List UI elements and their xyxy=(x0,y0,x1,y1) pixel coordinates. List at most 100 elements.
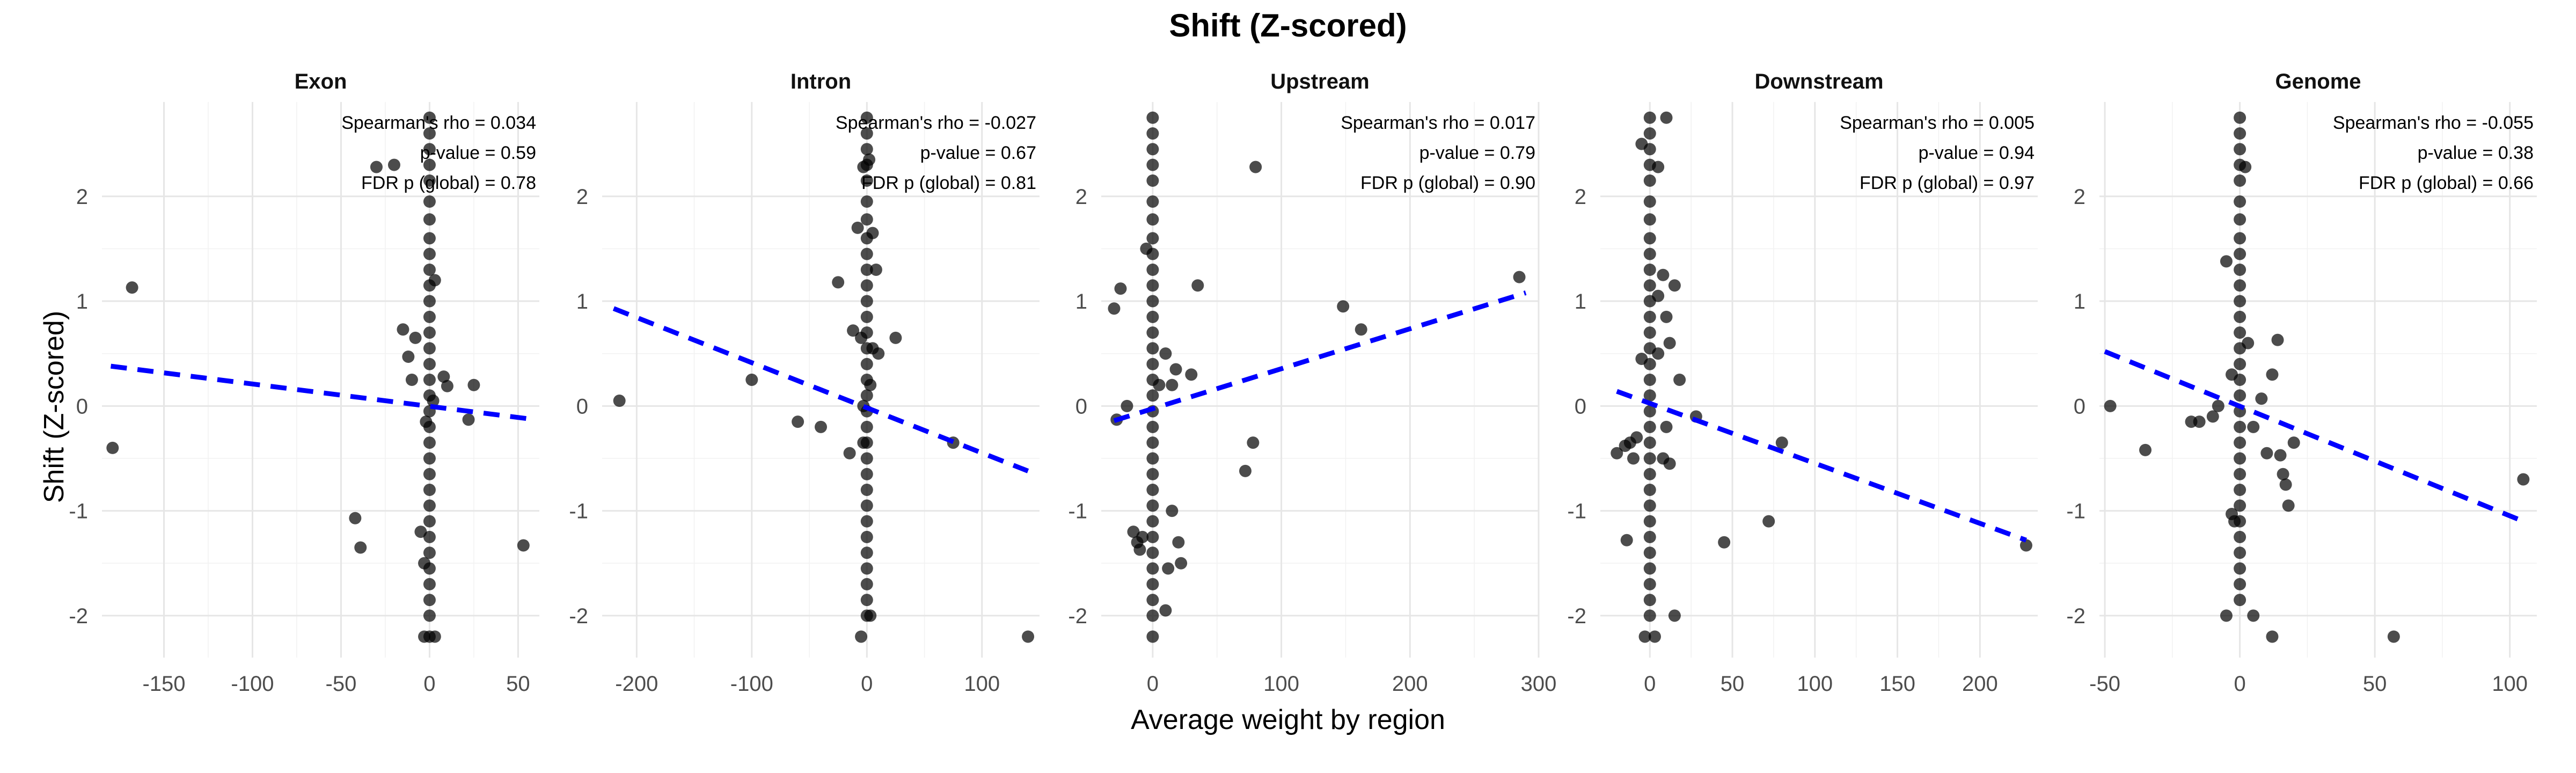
data-point xyxy=(423,515,436,528)
data-point xyxy=(423,530,436,543)
data-point xyxy=(423,263,436,276)
y-tick-label: -2 xyxy=(569,604,588,628)
data-point xyxy=(1643,326,1656,339)
data-point xyxy=(2234,310,2246,323)
data-point xyxy=(1146,232,1159,245)
data-point xyxy=(1146,484,1159,497)
data-point xyxy=(423,499,436,512)
data-point xyxy=(1643,530,1656,543)
data-point xyxy=(860,358,873,370)
data-point xyxy=(1146,594,1159,607)
data-point xyxy=(2234,326,2246,339)
data-point xyxy=(2234,515,2246,528)
data-point xyxy=(860,310,873,323)
data-point xyxy=(860,295,873,308)
data-point xyxy=(1643,499,1656,512)
y-tick-label: 1 xyxy=(2074,290,2085,313)
panel-title: Downstream xyxy=(1754,70,1883,93)
data-point xyxy=(423,342,436,355)
panel-intron: -2 -1 0 1 2 -200 -100 0 100 Intron Spearman's rho … xyxy=(569,70,1040,696)
data-point xyxy=(1643,263,1656,276)
stat-annotation: Spearman's rho = -0.027 xyxy=(836,113,1036,133)
y-tick-label: 1 xyxy=(1575,290,1586,313)
data-point xyxy=(860,530,873,543)
data-point xyxy=(387,158,400,171)
data-point xyxy=(2234,342,2246,355)
data-point xyxy=(1146,389,1159,402)
data-point xyxy=(1146,436,1159,449)
data-point xyxy=(1146,326,1159,339)
data-point xyxy=(2255,392,2268,405)
data-point xyxy=(889,331,902,344)
data-point xyxy=(1146,143,1159,156)
x-tick-label: -150 xyxy=(142,672,185,696)
data-point xyxy=(2019,539,2032,552)
x-tick-label: 50 xyxy=(1721,672,1745,696)
data-point xyxy=(1643,468,1656,480)
data-point xyxy=(1775,436,1788,449)
data-point xyxy=(423,578,436,590)
y-tick-label: -1 xyxy=(2066,500,2085,523)
data-point xyxy=(409,331,422,344)
data-point xyxy=(349,512,362,524)
data-point xyxy=(1762,515,1775,528)
stat-annotation: FDR p (global) = 0.97 xyxy=(1860,173,2035,193)
data-point xyxy=(106,441,119,454)
x-tick-label: 0 xyxy=(1147,672,1159,696)
data-point xyxy=(1169,363,1182,376)
data-point xyxy=(1022,630,1035,643)
data-point xyxy=(860,195,873,208)
data-point xyxy=(423,247,436,260)
data-point xyxy=(2247,420,2260,433)
data-point xyxy=(467,378,480,391)
data-point xyxy=(2260,447,2273,460)
data-point xyxy=(1146,358,1159,370)
data-point xyxy=(2234,195,2246,208)
data-point xyxy=(2206,410,2219,423)
y-tick-label: 1 xyxy=(76,290,88,313)
x-tick-label: -50 xyxy=(2089,672,2120,696)
data-point xyxy=(860,111,873,124)
data-point xyxy=(370,161,383,173)
data-point xyxy=(2234,358,2246,370)
data-point xyxy=(855,630,868,643)
panel-genome: -2 -1 0 1 2 -50 0 50 100 Genome Spearman's rho = -… xyxy=(2066,70,2537,696)
data-point xyxy=(1114,282,1127,295)
data-point xyxy=(1643,174,1656,187)
data-point xyxy=(2234,247,2246,260)
data-point xyxy=(1146,213,1159,226)
data-point xyxy=(1146,420,1159,433)
data-point xyxy=(1146,174,1159,187)
stat-annotation: p-value = 0.79 xyxy=(1419,143,1535,163)
data-point xyxy=(860,158,873,171)
data-point xyxy=(2266,368,2279,381)
data-point xyxy=(2234,562,2246,575)
data-point xyxy=(1185,368,1198,381)
stat-annotation: FDR p (global) = 0.66 xyxy=(2359,173,2534,193)
y-tick-label: 0 xyxy=(2074,395,2085,418)
y-tick-label: 2 xyxy=(576,185,588,209)
y-tick-label: -1 xyxy=(1567,500,1586,523)
data-point xyxy=(397,323,409,336)
y-tick-label: -2 xyxy=(1068,604,1087,628)
x-tick-label: 200 xyxy=(1962,672,1998,696)
data-point xyxy=(1136,530,1149,543)
data-point xyxy=(1611,447,1623,460)
data-point xyxy=(1643,295,1656,308)
data-point xyxy=(1247,436,1260,449)
data-point xyxy=(1191,279,1204,292)
data-point xyxy=(1643,546,1656,559)
data-point xyxy=(1643,247,1656,260)
data-point xyxy=(860,127,873,140)
data-point xyxy=(1146,546,1159,559)
data-point xyxy=(832,276,845,289)
data-point xyxy=(1146,263,1159,276)
data-point xyxy=(2266,630,2279,643)
data-point xyxy=(2234,295,2246,308)
panel-upstream: -2 -1 0 1 2 0 100 200 300 Upstream Spearman's rho … xyxy=(1068,70,1556,696)
data-point xyxy=(1643,374,1656,386)
data-point xyxy=(1146,127,1159,140)
data-point xyxy=(860,452,873,465)
data-point xyxy=(1643,420,1656,433)
data-point xyxy=(860,578,873,590)
